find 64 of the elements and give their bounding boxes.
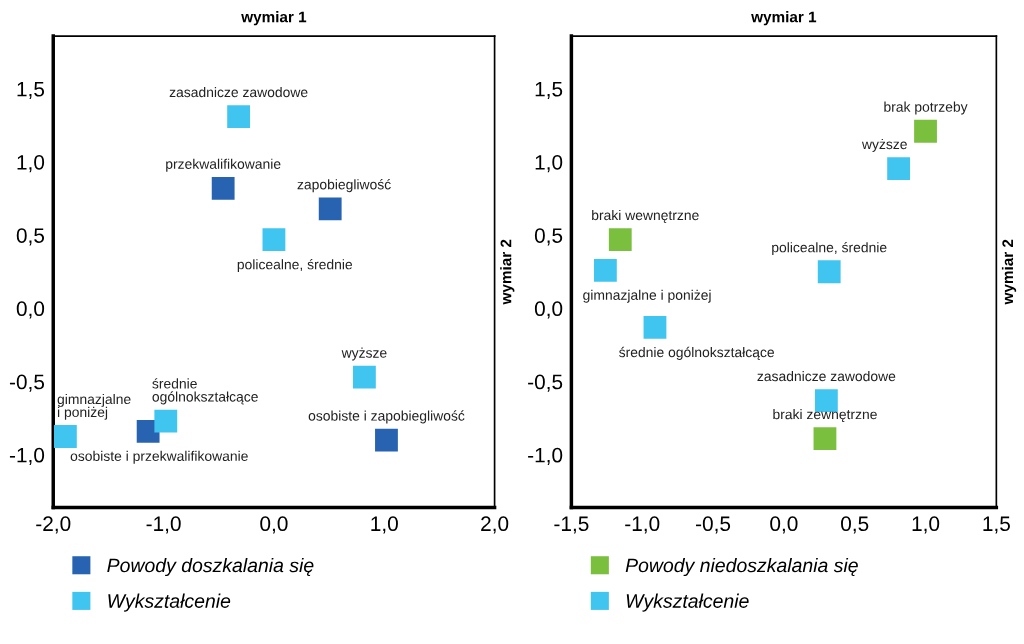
point [211,176,235,200]
x-axis-title: wymiar 1 [751,11,817,26]
point [887,157,911,180]
y-tick-label: -0,5 [9,374,45,392]
legend-label: Powody doszkalania się [107,557,314,577]
legend-label: Wykształcenie [108,593,231,612]
y-tick-label: 1,0 [17,154,45,173]
x-tick-label: 0,0 [770,516,798,534]
y-tick-label: 0,0 [16,301,45,319]
annotation: średnie ogólnokształcące [152,378,258,405]
annotation: brak potrzeby [884,101,968,115]
y-tick-label: 0,5 [534,228,563,246]
point [154,409,178,433]
x-tick-label: 0,5 [841,516,869,534]
y-tick-label: -1,0 [528,447,563,465]
x-tick-label: -2,0 [36,516,71,534]
annotation: braki wewnętrzne [592,209,699,223]
x-tick-label: -1,5 [554,516,589,534]
y-tick-label: 0,0 [534,301,563,319]
x-tick-label: -1,0 [625,516,660,534]
x-axis-title: wymiar 1 [241,11,307,26]
point [53,425,77,448]
annotation: zasadnicze zawodowe [169,86,308,98]
annotation: wyższe [861,138,907,152]
annotation: wyższe [341,347,387,361]
x-tick-label: 1,0 [912,516,940,534]
y-axis-title: wymiar 2 [1001,239,1017,305]
y-axis-title: wymiar 2 [500,239,515,305]
point [593,258,617,282]
annotation: policealne, średnie [772,241,887,256]
y-tick-label: 0,5 [16,228,45,246]
x-tick-label: -1,0 [146,516,181,534]
annotation: zasadnicze zawodowe [757,370,896,382]
point [608,228,632,251]
point [262,228,286,251]
point [817,260,841,284]
y-tick-label: 1,5 [17,81,45,99]
annotation: przekwalifikowanie [166,158,281,172]
legend-label: Wykształcenie [626,593,749,612]
y-tick-label: 1,5 [535,81,563,99]
point [318,197,342,221]
annotation: średnie ogólnokształcące [619,346,774,360]
annotation: braki zewnętrzne [773,409,877,422]
point [227,105,251,128]
point [643,315,667,339]
y-tick-label: -0,5 [528,374,563,392]
x-tick-label: 1,5 [983,516,1010,534]
annotation: policealne, średnie [237,259,353,273]
annotation: zapobiegliwość [297,179,391,193]
point [352,365,376,389]
annotation: osobiste i zapobiegliwość [308,410,465,424]
point [813,427,837,451]
point [375,428,398,452]
annotation: gimnazjalne i poniżej [583,289,711,303]
x-tick-label: 0,0 [260,516,288,534]
annotation: osobiste i przekwalifikowanie [70,450,248,464]
x-tick-label: -0,5 [696,516,731,534]
annotation: gimnazjalne i poniżej [57,393,131,420]
x-tick-label: 1,0 [371,516,398,534]
legend-label: Powody niedoszkalania się [625,557,858,577]
y-tick-label: -1,0 [9,447,45,465]
y-tick-label: 1,0 [535,154,563,173]
x-tick-label: 2,0 [481,516,509,534]
point [914,119,937,143]
